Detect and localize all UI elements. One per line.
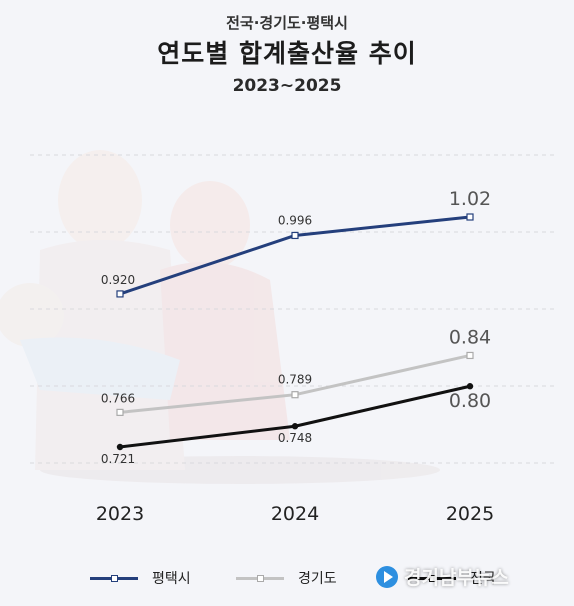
value-labels: 0.920 0.996 1.02 0.766 0.789 0.84 0.721 0.748 0.… (101, 188, 491, 466)
data-label-pyeongtaek: 0.996 (278, 213, 312, 227)
data-point-pyeongtaek (466, 213, 474, 221)
legend-item-national: 전국 (408, 568, 496, 588)
x-axis-ticks: 2023 2024 2025 (96, 503, 494, 525)
data-label-national: 0.748 (278, 431, 312, 445)
data-point-gyeonggi (466, 351, 474, 360)
data-point-national (291, 423, 299, 430)
x-tick-label: 2024 (271, 503, 319, 525)
chart-subtitle: 2023~2025 (232, 76, 342, 96)
legend-label-national: 전국 (470, 571, 496, 587)
chart-title: 연도별 합계출산율 추이 (157, 39, 417, 68)
data-label-pyeongtaek: 0.920 (101, 273, 135, 287)
legend-swatch-gyeonggi (236, 574, 284, 582)
x-tick-label: 2023 (96, 503, 144, 525)
data-label-national: 0.80 (449, 390, 491, 412)
data-label-pyeongtaek: 1.02 (449, 188, 491, 210)
data-point-pyeongtaek (116, 290, 124, 298)
legend-label-pyeongtaek: 평택시 (152, 571, 191, 587)
data-point-national (116, 443, 124, 451)
data-label-gyeonggi: 0.789 (278, 373, 312, 387)
chart-legend: 평택시 경기도 전국 (0, 560, 574, 600)
legend-swatch-pyeongtaek (90, 574, 138, 582)
legend-item-gyeonggi: 경기도 (236, 568, 337, 588)
play-logo-icon (376, 565, 398, 588)
data-point-gyeonggi (116, 408, 124, 416)
series-points (116, 213, 474, 451)
legend-swatch-national (408, 574, 456, 582)
data-label-gyeonggi: 0.84 (449, 326, 491, 348)
watermark-text: 경기남부뉴스 (404, 567, 509, 589)
data-point-national (466, 383, 474, 390)
legend-item-pyeongtaek: 평택시 (90, 568, 191, 588)
family-illustration (0, 150, 440, 484)
data-label-national: 0.721 (101, 452, 135, 466)
data-label-gyeonggi: 0.766 (101, 391, 135, 405)
watermark: 경기남부뉴스 (376, 563, 509, 590)
x-tick-label: 2025 (446, 503, 494, 525)
data-point-gyeonggi (291, 391, 299, 399)
line-chart: 0.920 0.996 1.02 0.766 0.789 0.84 0.721 0.748 0.… (0, 150, 558, 525)
legend-label-gyeonggi: 경기도 (298, 571, 337, 587)
data-point-pyeongtaek (291, 231, 299, 240)
chart-supertitle: 전국·경기도·평택시 (226, 14, 348, 32)
